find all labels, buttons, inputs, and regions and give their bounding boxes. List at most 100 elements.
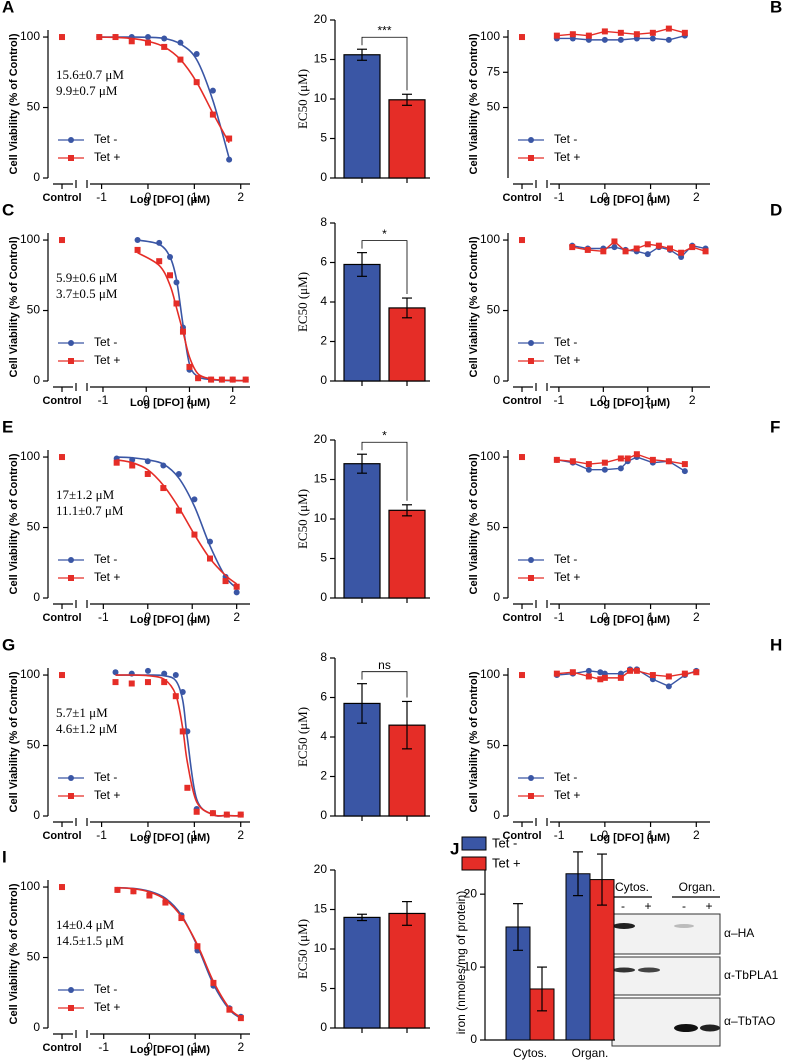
y-tick-label: 0 [320, 373, 327, 387]
data-point [144, 470, 151, 477]
x-tick-label: 1 [186, 393, 193, 407]
data-point [96, 34, 103, 41]
legend-label: Tet + [554, 150, 580, 164]
y-tick-label: 0 [320, 170, 327, 184]
y-axis-label: Cell Viability (% of Control) [8, 453, 20, 594]
y-tick-label: 100 [480, 667, 500, 681]
data-point [689, 244, 696, 251]
bar [343, 916, 381, 1029]
data-point [134, 237, 141, 244]
data-point [112, 669, 119, 676]
x-tick-label: -1 [96, 190, 107, 204]
bar [388, 307, 426, 382]
x-axis-label: Log [DFO] (μM) [130, 1044, 210, 1056]
y-tick-label: 100 [480, 29, 500, 43]
y-tick-label: 100 [20, 29, 40, 43]
y-tick-label: 2 [320, 769, 327, 783]
data-point [59, 884, 65, 891]
data-point [528, 358, 534, 364]
y-tick-label: 50 [27, 520, 41, 534]
bar [343, 54, 381, 179]
data-point [519, 237, 525, 244]
data-point [681, 461, 688, 468]
data-point [649, 456, 656, 463]
data-point [129, 462, 136, 469]
y-tick-label: 10 [314, 91, 328, 105]
x-tick-label: 2 [689, 393, 696, 407]
legend-label: Tet - [94, 335, 117, 349]
y-tick-label: 15 [314, 52, 328, 66]
y-axis-label: iron (nmoles/mg of protein) [454, 891, 468, 1034]
blot-strip [611, 997, 721, 1047]
panel-letter: H [770, 635, 782, 654]
legend-label: Tet + [554, 570, 580, 584]
y-tick-label: 0 [33, 170, 40, 184]
lane-label: + [644, 899, 651, 913]
data-point [172, 693, 179, 700]
y-axis-label: Cell Viability (% of Control) [468, 453, 480, 594]
y-tick-label: 5 [320, 131, 327, 145]
blot-band [674, 924, 694, 928]
control-label: Control [502, 192, 541, 204]
data-point [601, 28, 608, 35]
y-tick-label: 6 [320, 255, 327, 269]
x-tick-label: 0 [143, 393, 150, 407]
x-tick-label: 2 [693, 828, 700, 842]
fit-curve [99, 36, 230, 159]
legend-label: Tet + [554, 353, 580, 367]
y-axis-label: EC50 (μM) [295, 919, 310, 979]
antibody-label: α–TbTAO [724, 1014, 775, 1028]
data-point [528, 340, 534, 346]
data-point [184, 728, 191, 735]
data-point [569, 669, 576, 676]
fit-curve [117, 886, 242, 1019]
legend-label: Tet - [554, 132, 577, 146]
data-point [193, 808, 200, 815]
annotation: 3.7±0.5 μM [56, 286, 118, 301]
data-point [59, 34, 65, 41]
annotation: 17±1.2 μM [56, 487, 115, 502]
y-axis-label: EC50 (μM) [295, 69, 310, 129]
data-point [144, 34, 151, 41]
data-point [134, 246, 141, 253]
lane-label: - [621, 899, 625, 913]
bar [388, 912, 426, 1029]
annotation: 14±0.4 μM [56, 917, 115, 932]
data-point [681, 468, 688, 475]
data-point [68, 557, 74, 563]
x-tick-label: 1 [647, 828, 654, 842]
data-point [528, 575, 534, 581]
data-point [585, 461, 592, 468]
data-point [128, 38, 135, 45]
y-tick-label: 0 [33, 373, 40, 387]
blot-band [638, 967, 660, 973]
fit-curve [116, 456, 238, 589]
y-tick-label: 5 [320, 981, 327, 995]
x-tick-label: 0 [145, 190, 152, 204]
legend-label: Tet - [554, 770, 577, 784]
data-point [129, 456, 136, 463]
data-point [68, 793, 74, 799]
data-point [237, 1015, 244, 1022]
data-point [519, 34, 525, 41]
x-tick-label: -1 [96, 828, 107, 842]
x-tick-label: Organ. [572, 1046, 609, 1060]
annotation: 9.9±0.7 μM [56, 83, 118, 98]
data-point [186, 363, 193, 370]
y-axis-label: Cell Viability (% of Control) [8, 236, 20, 377]
panel-letter: B [770, 0, 782, 16]
legend-label: Tet + [94, 353, 120, 367]
data-point [146, 892, 153, 899]
legend-swatch [461, 836, 487, 851]
data-point [644, 251, 651, 258]
x-axis-label: Log [DFO] (μM) [130, 194, 210, 206]
x-tick-label: 1 [191, 828, 198, 842]
x-tick-label: 1 [644, 393, 651, 407]
panel-letter: J [450, 839, 459, 858]
y-axis-label: EC50 (μM) [295, 707, 310, 767]
data-point [617, 455, 624, 462]
y-tick-label: 50 [27, 303, 41, 317]
data-point [528, 775, 534, 781]
data-point [553, 32, 560, 39]
x-axis-label: Log [DFO] (μM) [130, 614, 210, 626]
